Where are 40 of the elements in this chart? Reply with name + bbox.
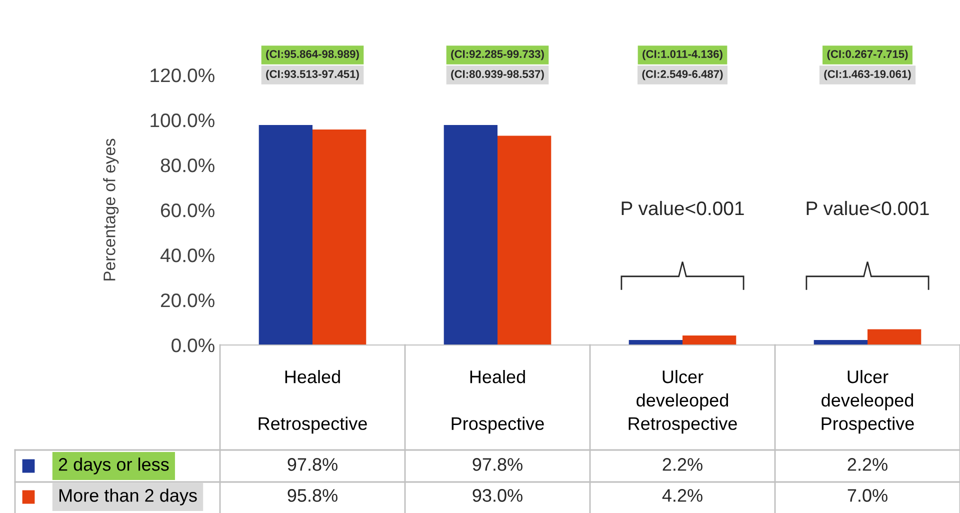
bar	[258, 124, 312, 345]
y-tick-label: 40.0%	[160, 248, 214, 262]
text: (CI:95.864-98.989)	[266, 50, 359, 60]
x-tick-label: Ulcer develeoped Retrospective	[628, 370, 737, 434]
y-tick-label: 0.0%	[172, 338, 214, 352]
category-label: Healed Prospective	[452, 370, 544, 434]
y-tick-label: 120.0%	[150, 68, 214, 82]
data-label: 97.8%	[288, 458, 338, 471]
annotation: (CI:2.549-6.487)	[642, 70, 723, 80]
data-label: 4.2%	[662, 489, 702, 502]
legend-label: 2 days or less	[58, 458, 169, 474]
annotation: P value<0.001	[622, 200, 744, 216]
category-label: Healed Retrospective	[258, 370, 367, 434]
data-label: 2.2%	[848, 458, 888, 471]
text: (CI:0.267-7.715)	[827, 50, 908, 60]
bar	[868, 329, 922, 345]
data-label: 7.0%	[848, 489, 888, 502]
legend-label: More than 2 days	[59, 488, 197, 506]
data-label: 93.0%	[472, 489, 522, 502]
text: (CI:1.011-4.136)	[642, 50, 722, 60]
text: (CI:92.285-99.733)	[451, 50, 544, 60]
bar	[682, 336, 736, 345]
annotation: P value<0.001	[806, 200, 929, 216]
annotation: (CI:1.463-19.061)	[824, 70, 911, 80]
bar	[312, 129, 366, 345]
y-tick-label: 100.0%	[150, 113, 214, 128]
data-label: 97.8%	[472, 458, 522, 471]
annotation: (CI:80.939-98.537)	[451, 70, 544, 80]
bar	[444, 124, 498, 345]
x-tick-label: Ulcer develeoped Prospective	[822, 370, 914, 434]
bar	[628, 340, 682, 345]
bar	[498, 136, 552, 345]
data-label: 95.8%	[288, 489, 338, 502]
y-axis-title: Percentage of eyes	[103, 138, 119, 280]
annotation: (CI:93.513-97.451)	[266, 70, 359, 80]
bar	[814, 340, 868, 345]
y-tick-label: 80.0%	[160, 158, 214, 172]
y-tick-label: 60.0%	[160, 203, 214, 218]
data-label: 2.2%	[662, 458, 702, 471]
y-tick-label: 20.0%	[160, 293, 214, 308]
